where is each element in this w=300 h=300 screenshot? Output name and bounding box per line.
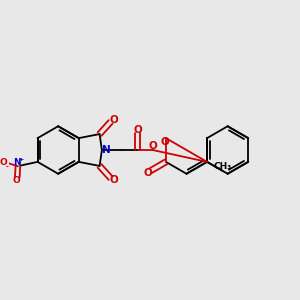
Text: O: O <box>110 116 119 125</box>
Text: O: O <box>0 158 7 167</box>
Text: +: + <box>18 157 23 162</box>
Text: O: O <box>133 125 142 135</box>
Text: O: O <box>160 137 169 147</box>
Text: N: N <box>102 145 111 155</box>
Text: O: O <box>110 175 119 184</box>
Text: N: N <box>14 158 21 167</box>
Text: -: - <box>5 164 8 170</box>
Text: CH₃: CH₃ <box>213 162 232 171</box>
Text: O: O <box>13 176 21 185</box>
Text: O: O <box>143 167 152 178</box>
Text: O: O <box>148 141 157 151</box>
